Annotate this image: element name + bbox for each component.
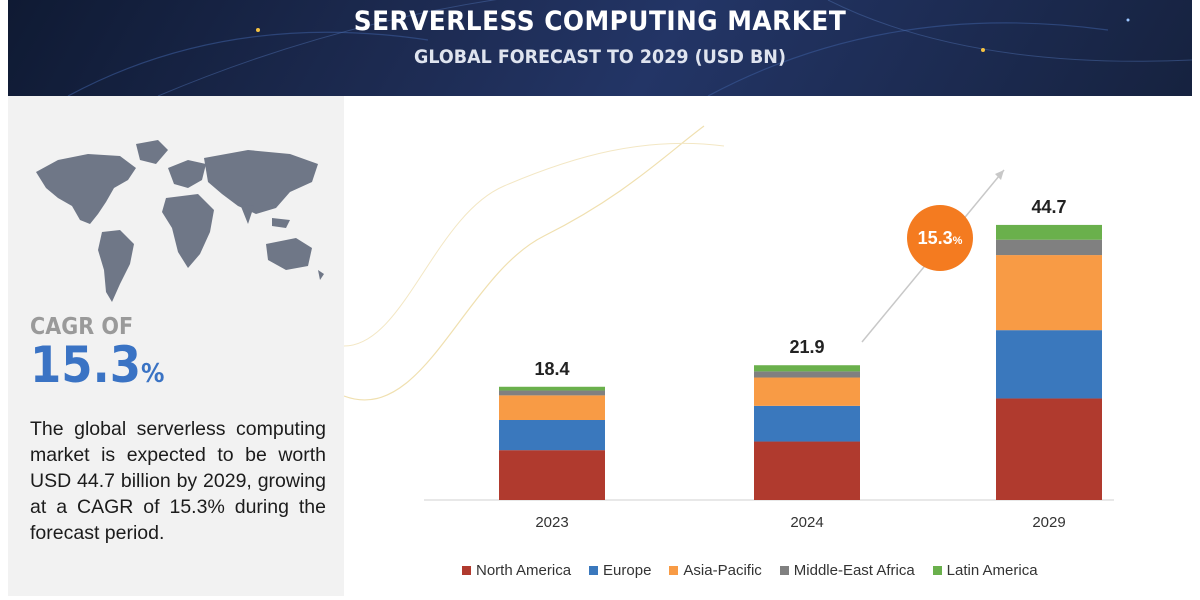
growth-badge-text: 15.3% [918, 228, 963, 248]
legend-swatch [932, 566, 942, 575]
bar-segment-middle-east-africa-2029 [996, 239, 1102, 256]
legend-swatch [589, 566, 599, 575]
legend-label: Latin America [946, 562, 1038, 579]
legend-item: Latin America [932, 562, 1038, 579]
legend-swatch [462, 566, 471, 575]
legend-label: Asia-Pacific [683, 562, 762, 579]
cagr-value: 15.3% [30, 336, 164, 394]
bar-total-label: 18.4 [534, 359, 569, 379]
bar-segment-latin-america-2024 [754, 365, 860, 372]
legend-swatch [669, 566, 679, 575]
bar-total-label: 44.7 [1031, 197, 1066, 217]
chart-subtitle: GLOBAL FORECAST TO 2029 (USD BN) [414, 46, 786, 68]
legend-item: Asia-Pacific [669, 562, 762, 579]
decorative-wave [344, 142, 725, 347]
summary-panel: CAGR OF 15.3% The global serverless comp… [8, 96, 344, 596]
growth-arrow-head [995, 170, 1004, 180]
x-tick-label: 2029 [1032, 514, 1065, 531]
bar-segment-middle-east-africa-2023 [499, 390, 605, 396]
bar-segment-latin-america-2029 [996, 224, 1102, 240]
bar-segment-north-america-2023 [499, 450, 605, 500]
bar-segment-asia-pacific-2029 [996, 255, 1102, 331]
bar-segment-latin-america-2023 [499, 386, 605, 391]
world-map-icon [28, 132, 328, 317]
bar-segment-europe-2023 [499, 419, 605, 451]
legend-swatch [779, 566, 789, 575]
bar-segment-asia-pacific-2023 [499, 395, 605, 420]
growth-badge [907, 205, 973, 271]
growth-badge-value: 15.3 [918, 228, 953, 248]
legend-label: Middle-East Africa [793, 562, 915, 579]
bar-segment-north-america-2024 [754, 441, 860, 500]
chart-area: 18.4 2023 21.9 2024 44.7 2029 15.3% North Ame… [344, 96, 1192, 600]
legend-label: North America [476, 562, 572, 579]
bar-segment-europe-2024 [754, 405, 860, 442]
growth-badge-unit: % [953, 235, 963, 247]
legend-label: Europe [603, 562, 652, 579]
legend-item: Middle-East Africa [779, 562, 915, 579]
bar-segment-asia-pacific-2024 [754, 377, 860, 406]
header-banner: SERVERLESS COMPUTING MARKET GLOBAL FOREC… [8, 0, 1192, 96]
chart-title: SERVERLESS COMPUTING MARKET [353, 6, 847, 37]
legend-item: North America [462, 562, 571, 579]
cagr-label: CAGR OF [30, 314, 134, 340]
stacked-bar-chart: 18.4 2023 21.9 2024 44.7 2029 15.3% [344, 125, 1114, 531]
x-tick-label: 2023 [535, 514, 568, 531]
header-decoration [67, 0, 1192, 96]
bar-segment-middle-east-africa-2024 [754, 371, 860, 378]
legend-item: Europe [589, 562, 651, 579]
market-description: The global serverless computing market i… [30, 418, 326, 544]
chart-legend: North America Europe Asia-Pacific Middle-Ea… [462, 562, 1038, 579]
x-tick-label: 2024 [790, 514, 823, 531]
bar-segment-north-america-2029 [996, 398, 1102, 500]
decorative-wave [344, 125, 705, 401]
cagr-unit: % [141, 359, 165, 389]
cagr-number: 15.3 [30, 336, 142, 394]
bar-segment-europe-2029 [996, 330, 1102, 399]
bar-total-label: 21.9 [789, 337, 824, 357]
